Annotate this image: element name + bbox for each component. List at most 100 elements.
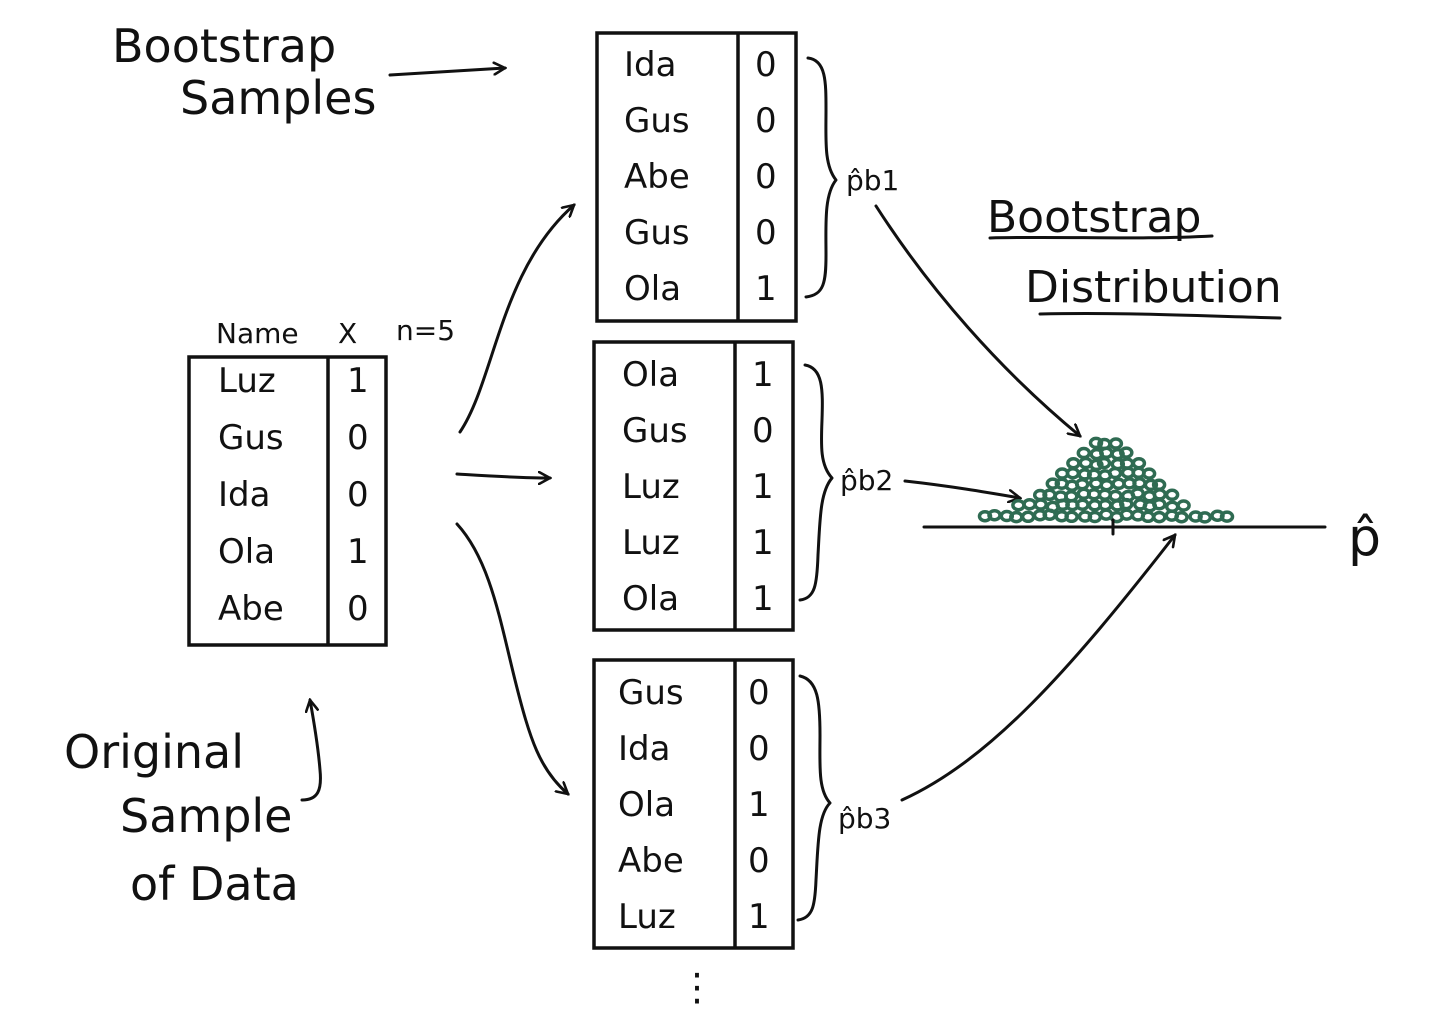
distribution-label-line2: Distribution bbox=[1025, 262, 1282, 313]
bootstrap-samples-label-line1: Bootstrap bbox=[112, 19, 336, 73]
distribution-dot bbox=[1076, 446, 1092, 460]
distribution-dot bbox=[1152, 497, 1167, 511]
distribution-dot bbox=[1009, 510, 1024, 524]
distribution-dot bbox=[1042, 488, 1057, 502]
sample-1-row-name-cell: Abe bbox=[624, 157, 690, 197]
distribution-dot bbox=[1020, 510, 1036, 524]
distribution-dot bbox=[1088, 436, 1104, 450]
distribution-dot bbox=[1131, 456, 1147, 470]
distribution-dot bbox=[1011, 498, 1026, 512]
bootstrap-distribution-dots bbox=[977, 436, 1235, 524]
stat-label-sample-1: p̂b1 bbox=[846, 164, 899, 197]
sample-2-row-name-cell: Ola bbox=[622, 355, 679, 395]
distribution-dot bbox=[1064, 490, 1079, 503]
distribution-dot bbox=[1140, 510, 1156, 524]
sample-1-row-name-cell: Gus bbox=[624, 101, 690, 141]
distribution-dot bbox=[1099, 478, 1114, 492]
sample-2-row-name-cell: Luz bbox=[622, 523, 680, 563]
distribution-dot bbox=[1141, 467, 1157, 480]
sample-1-row-name-cell: Ola bbox=[624, 269, 681, 309]
arrow-stat-2-to-distribution bbox=[903, 479, 1020, 498]
original-label-line3: of Data bbox=[130, 857, 299, 911]
original-table bbox=[187, 355, 388, 647]
original-header-name: Name bbox=[216, 317, 299, 350]
arrow-to-sample-1 bbox=[458, 205, 574, 434]
distribution-dot bbox=[1096, 456, 1112, 470]
original-row-x-cell: 0 bbox=[347, 418, 369, 458]
samples-pointer-arrow bbox=[388, 68, 505, 77]
distribution-dot bbox=[1045, 477, 1061, 490]
sample-1-row-name-cell: Ida bbox=[624, 45, 676, 85]
sample-3-row-name-cell: Ola bbox=[618, 785, 675, 825]
original-row-x-cell: 1 bbox=[347, 361, 369, 401]
arrow-to-sample-3 bbox=[455, 522, 568, 794]
sample-2-row-x-cell: 1 bbox=[752, 579, 774, 619]
distribution-dot bbox=[1110, 447, 1125, 461]
distribution-dot bbox=[1143, 478, 1159, 492]
distribution-dot bbox=[1087, 510, 1103, 524]
distribution-dot bbox=[1132, 477, 1147, 490]
stat-label-sample-2: p̂b2 bbox=[840, 464, 893, 497]
distribution-dot bbox=[1064, 510, 1079, 524]
original-table-rows: Luz 1 Gus 0 Ida 0 Ola 1 Abe 0 bbox=[218, 361, 369, 629]
sample-2-row-x-cell: 1 bbox=[752, 355, 774, 395]
distribution-dot bbox=[1174, 510, 1189, 524]
stat-label-sample-3: p̂b3 bbox=[838, 802, 891, 835]
sample-2-row-x-cell: 0 bbox=[752, 411, 774, 451]
sample-1-row-x-cell: 0 bbox=[755, 157, 777, 197]
distribution-dot bbox=[1089, 458, 1104, 472]
distribution-label-underline-1 bbox=[988, 234, 1214, 240]
distribution-dot bbox=[987, 508, 1002, 522]
original-row-x-cell: 1 bbox=[347, 532, 369, 572]
arrow-stat-3-to-distribution bbox=[900, 535, 1175, 802]
sample-3-row-name-cell: Gus bbox=[618, 673, 684, 713]
original-header-x: X bbox=[338, 317, 357, 350]
sample-3-row-x-cell: 1 bbox=[748, 785, 770, 825]
sample-2-table bbox=[592, 340, 795, 632]
distribution-dot bbox=[1033, 498, 1048, 511]
distribution-dot bbox=[1065, 466, 1081, 480]
distribution-dot bbox=[1108, 437, 1124, 450]
sample-1-row-x-cell: 0 bbox=[755, 45, 777, 85]
original-row-name-cell: Gus bbox=[218, 418, 284, 458]
distribution-dot bbox=[1176, 499, 1191, 512]
distribution-label-underline-2 bbox=[1038, 311, 1282, 320]
distribution-dot bbox=[1152, 510, 1167, 524]
sample-1-table bbox=[595, 31, 798, 323]
sample-2-row-name-cell: Luz bbox=[622, 467, 680, 507]
arrow-stat-1-to-distribution bbox=[874, 204, 1080, 436]
sample-3-row-name-cell: Ida bbox=[618, 729, 670, 769]
distribution-dot bbox=[1108, 489, 1123, 503]
distribution-dot bbox=[1097, 437, 1112, 451]
original-label-line2: Sample bbox=[120, 789, 292, 843]
original-row-name-cell: Luz bbox=[218, 361, 276, 401]
sample-2-row-x-cell: 1 bbox=[752, 523, 774, 563]
sample-3-row-x-cell: 0 bbox=[748, 841, 770, 881]
sample-1-row-x-cell: 0 bbox=[755, 213, 777, 253]
distribution-dot bbox=[1022, 497, 1037, 511]
sample-3-row-name-cell: Luz bbox=[618, 897, 676, 937]
sample-2-row-x-cell: 1 bbox=[752, 467, 774, 507]
continuation-marker: ⋮ bbox=[678, 965, 716, 1009]
distribution-dot bbox=[1151, 478, 1167, 492]
sample-3-row-x-cell: 1 bbox=[748, 897, 770, 937]
distribution-dot bbox=[1119, 457, 1135, 470]
bootstrap-samples-label-line2: Samples bbox=[180, 71, 376, 125]
distribution-dot bbox=[1164, 500, 1180, 513]
distribution-dot bbox=[1119, 508, 1134, 521]
sample-2-row-name-cell: Ola bbox=[622, 579, 679, 619]
distribution-dot bbox=[1152, 488, 1167, 501]
brace-sample-3 bbox=[796, 674, 832, 922]
distribution-dot bbox=[1164, 488, 1180, 502]
sample-3-row-name-cell: Abe bbox=[618, 841, 684, 881]
distribution-label-line1: Bootstrap bbox=[987, 192, 1201, 243]
original-header-n: n=5 bbox=[396, 314, 455, 347]
distribution-dot bbox=[1075, 498, 1090, 511]
distribution-dot bbox=[1130, 487, 1145, 500]
original-row-x-cell: 0 bbox=[347, 475, 369, 515]
original-label-line1: Original bbox=[64, 725, 244, 779]
distribution-dot bbox=[1219, 510, 1235, 523]
brace-sample-2 bbox=[798, 363, 834, 602]
sample-1-row-name-cell: Gus bbox=[624, 213, 690, 253]
